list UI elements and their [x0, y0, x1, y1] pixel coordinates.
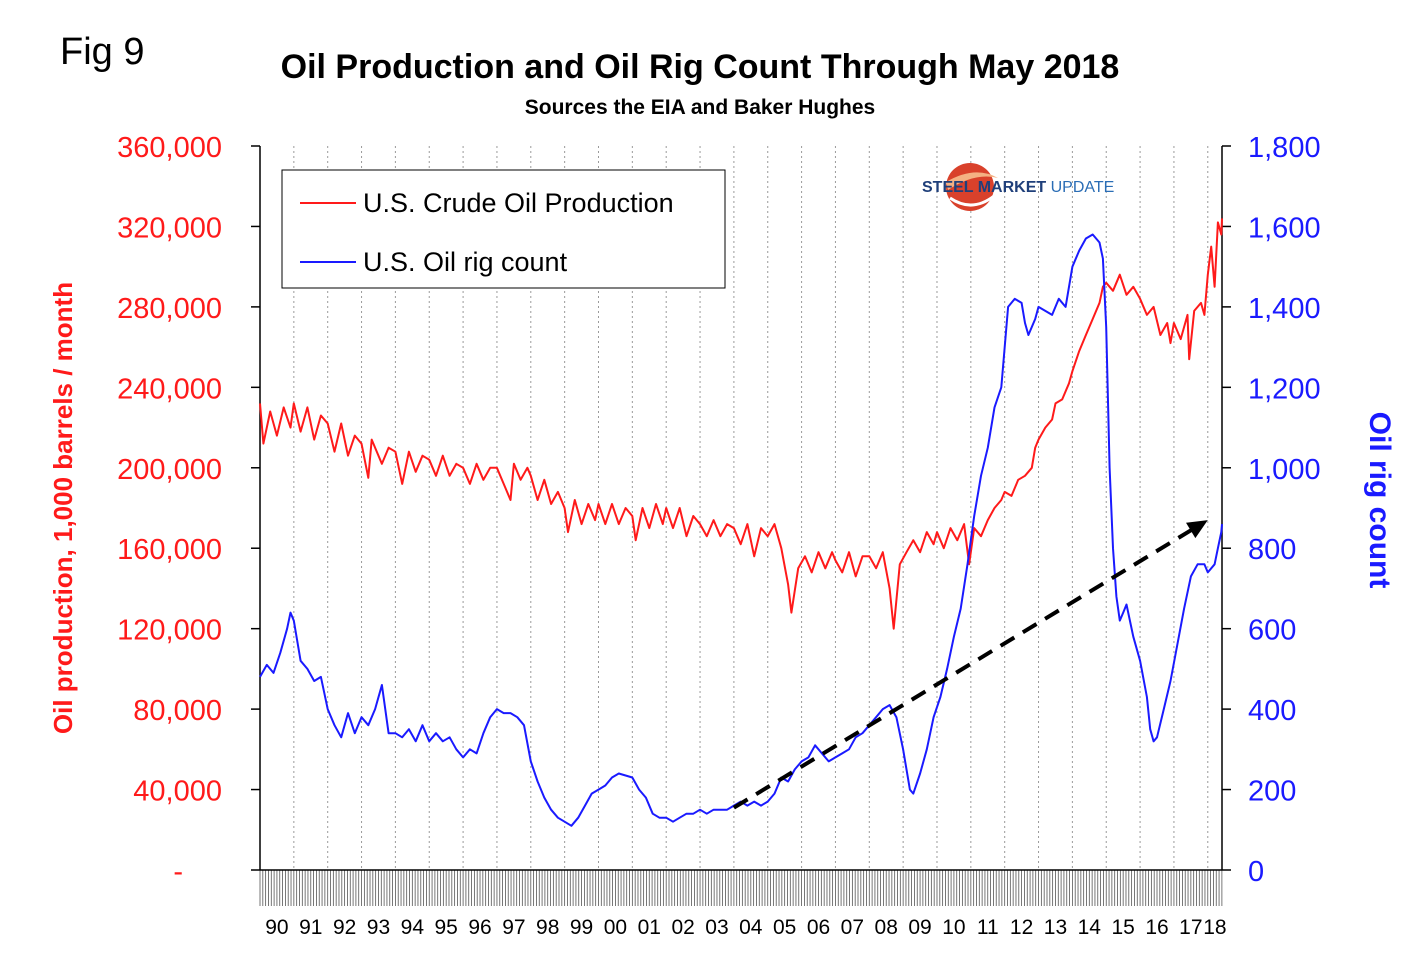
- y-axis-label-left: Oil production, 1,000 barrels / month: [48, 282, 78, 734]
- x-tick-label: 04: [739, 916, 763, 939]
- x-tick-label: 11: [977, 916, 999, 939]
- legend-label-production: U.S. Crude Oil Production: [363, 188, 674, 218]
- legend-label-rig-count: U.S. Oil rig count: [363, 247, 568, 277]
- y-tick-label-left: 160,000: [117, 534, 222, 566]
- chart-subtitle: Sources the EIA and Baker Hughes: [525, 96, 876, 119]
- x-tick-label: 97: [502, 916, 525, 939]
- y-axis-label-right: Oil rig count: [1363, 412, 1396, 589]
- trend-layer: [732, 520, 1208, 810]
- legend-box: [281, 169, 726, 289]
- y-tick-label-left: 80,000: [133, 695, 222, 727]
- y-tick-label-left: 320,000: [117, 212, 222, 244]
- x-tick-label: 01: [638, 916, 661, 939]
- x-tick-label: 13: [1044, 916, 1067, 939]
- y-tick-label-right: 0: [1248, 856, 1264, 888]
- logo-text-steel-market: STEEL MARKET: [922, 179, 1046, 196]
- y-tick-label-left: 200,000: [117, 454, 222, 486]
- y-ticks-right: 0 200 400 600 800 1,000 1,200 1,400 1,600 1,800: [1248, 132, 1321, 888]
- x-tick-label: 10: [942, 916, 965, 939]
- figure-label: Fig 9: [60, 31, 144, 73]
- y-tick-marks: [251, 145, 1231, 871]
- y-tick-label-right: 1,800: [1248, 132, 1321, 164]
- x-tick-label: 17: [1179, 916, 1202, 939]
- y-tick-label-right: 200: [1248, 776, 1296, 808]
- logo-text-update: UPDATE: [1046, 179, 1114, 196]
- x-ticks: 90 91 92 93 94 95 96 97 98 99 00 01 02 03 04 05 06 07 08 09…: [265, 916, 1226, 939]
- y-tick-label-right: 1,000: [1248, 454, 1321, 486]
- steel-market-update-logo: STEEL MARKET UPDATE: [922, 163, 1114, 211]
- legend: U.S. Crude Oil Production U.S. Oil rig c…: [281, 169, 726, 289]
- series-layer: [259, 218, 1223, 827]
- x-tick-label: 92: [333, 916, 356, 939]
- y-tick-label-right: 600: [1248, 615, 1296, 647]
- x-tick-label: 93: [367, 916, 390, 939]
- x-tick-label: 14: [1078, 916, 1102, 939]
- x-tick-label: 18: [1203, 916, 1226, 939]
- y-tick-label-right: 1,200: [1248, 373, 1321, 405]
- x-tick-label: 09: [908, 916, 931, 939]
- y-tick-label-right: 1,600: [1248, 212, 1321, 244]
- y-tick-label-right: 1,400: [1248, 293, 1321, 325]
- x-tick-label: 90: [265, 916, 288, 939]
- trend-arrow-line: [732, 526, 1196, 810]
- x-tick-label: 02: [671, 916, 694, 939]
- x-tick-label: 08: [875, 916, 898, 939]
- logo-arc-icon: [949, 194, 995, 207]
- x-tick-label: 05: [773, 916, 796, 939]
- logo-text: STEEL MARKET UPDATE: [922, 179, 1114, 196]
- x-tick-label: 91: [299, 916, 322, 939]
- x-tick-label: 95: [434, 916, 457, 939]
- logo-swoosh-icon: [946, 172, 998, 190]
- x-tick-label: 96: [468, 916, 491, 939]
- x-tick-label: 15: [1111, 916, 1134, 939]
- x-tick-label: 99: [570, 916, 593, 939]
- y-ticks-left: - 40,000 80,000 120,000 160,000 200,000 240,00…: [117, 132, 222, 888]
- y-tick-label-right: 800: [1248, 534, 1296, 566]
- x-tick-label: 06: [807, 916, 830, 939]
- series-line-production: [259, 218, 1223, 630]
- x-tick-label: 94: [401, 916, 425, 939]
- trend-arrow-head: [1186, 520, 1208, 539]
- x-tick-label: 07: [841, 916, 864, 939]
- y-tick-label-left: 120,000: [117, 615, 222, 647]
- y-tick-label-left: -: [173, 856, 183, 888]
- chart-title: Oil Production and Oil Rig Count Through…: [281, 48, 1120, 86]
- x-tick-label: 12: [1010, 916, 1033, 939]
- y-tick-label-left: 40,000: [133, 776, 222, 808]
- series-line-rig-count: [259, 233, 1223, 827]
- y-tick-label-left: 360,000: [117, 132, 222, 164]
- y-tick-label-left: 240,000: [117, 373, 222, 405]
- x-tick-label: 03: [705, 916, 728, 939]
- x-tick-label: 98: [536, 916, 559, 939]
- x-tick-marks: [259, 870, 1223, 906]
- x-tick-label: 00: [604, 916, 627, 939]
- x-tick-label: 16: [1145, 916, 1168, 939]
- y-tick-label-left: 280,000: [117, 293, 222, 325]
- y-tick-label-right: 400: [1248, 695, 1296, 727]
